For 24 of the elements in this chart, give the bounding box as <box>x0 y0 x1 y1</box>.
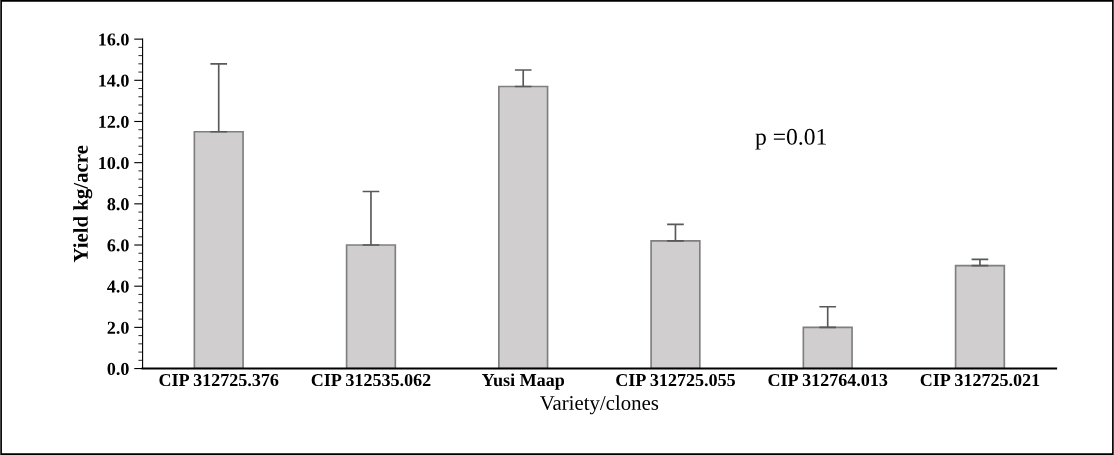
bar <box>345 244 397 369</box>
y-tick-label: 10.0 <box>99 156 129 170</box>
x-tick-label: CIP 312725.055 <box>616 373 735 387</box>
x-axis-title: Variety/clones <box>539 395 659 415</box>
y-tick-label: 0.0 <box>107 362 129 376</box>
bar <box>802 326 853 369</box>
annotation: p =0.01 <box>755 128 826 150</box>
bar <box>650 240 701 369</box>
x-tick-label: CIP 312725.376 <box>159 373 279 387</box>
bar <box>193 130 244 369</box>
x-tick-label: CIP 312535.062 <box>311 373 431 387</box>
x-tick-label: CIP 312725.021 <box>920 373 1040 387</box>
y-tick-label: 12.0 <box>99 115 129 129</box>
y-axis-title: Yield kg/acre <box>73 145 93 263</box>
bar <box>498 85 549 369</box>
y-tick-label: 6.0 <box>107 239 129 252</box>
y-tick-label: 14.0 <box>99 74 129 87</box>
y-tick-label: 2.0 <box>107 321 129 334</box>
y-tick-label: 8.0 <box>107 198 129 211</box>
y-tick-label: 4.0 <box>107 280 129 293</box>
bar <box>954 264 1006 369</box>
x-tick-label: Yusi Maap <box>481 373 565 390</box>
y-tick-label: 16.0 <box>99 33 129 46</box>
x-tick-label: CIP 312764.013 <box>768 373 888 387</box>
